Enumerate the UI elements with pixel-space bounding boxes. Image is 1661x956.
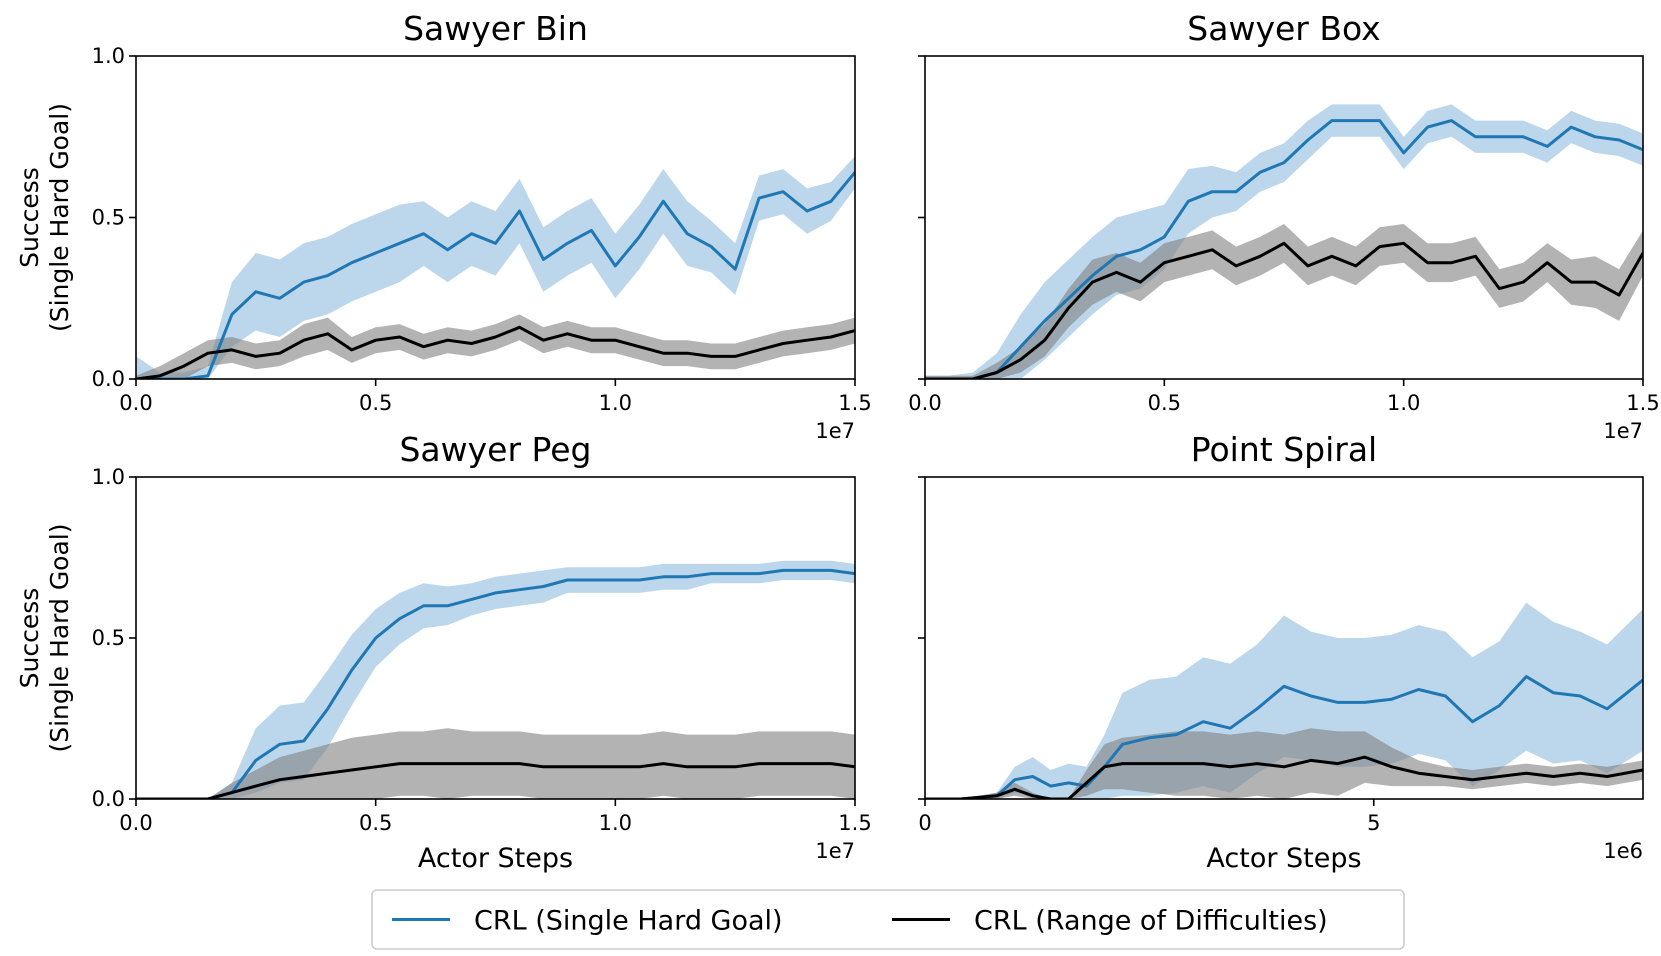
plot-area: [136, 156, 855, 379]
x-tick-label: 0: [918, 811, 931, 835]
x-tick-label: 1.0: [1387, 391, 1420, 415]
x-tick-label: 0.5: [359, 391, 392, 415]
band-range-of-difficulties: [925, 728, 1643, 799]
x-tick-label: 1.0: [599, 811, 632, 835]
band-single-hard-goal: [136, 156, 855, 379]
y-tick-label: 1.0: [92, 44, 125, 68]
x-tick-label: 0.5: [1148, 391, 1181, 415]
panel-2: 0.0 0.5 1.0 1.5 1e7 Sawyer Box: [908, 9, 1659, 443]
x-multiplier: 1e7: [1603, 419, 1643, 443]
series-range-of-difficulties: [136, 762, 855, 799]
plot-area: [925, 104, 1643, 379]
x-axis-label: Actor Steps: [1206, 843, 1361, 874]
chart-title: Sawyer Peg: [399, 430, 591, 469]
x-tick-label: 1.0: [599, 391, 632, 415]
band-range-of-difficulties: [136, 314, 855, 379]
x-tick-label: 1.5: [838, 391, 871, 415]
plot-area: [925, 602, 1643, 799]
series-single-hard-goal: [136, 568, 855, 799]
chart-title: Point Spiral: [1191, 430, 1377, 469]
plot-area: [136, 560, 855, 799]
x-tick-label: 0.0: [908, 391, 941, 415]
legend: CRL (Single Hard Goal) CRL (Range of Diff…: [371, 889, 1405, 950]
legend-label: CRL (Single Hard Goal): [474, 906, 783, 937]
x-tick-label: 0.0: [119, 391, 152, 415]
panel-1: 0.0 0.5 1.0 1.5 0.0 0.5 1.0 1e7 Sawyer Bin Succes…: [15, 9, 872, 443]
band-range-of-difficulties: [925, 224, 1643, 379]
y-tick-label: 0.5: [92, 206, 125, 230]
x-axis-label: Actor Steps: [418, 843, 573, 874]
x-multiplier: 1e7: [815, 839, 855, 863]
y-tick-label: 0.5: [92, 626, 125, 650]
legend-label: CRL (Range of Difficulties): [974, 906, 1328, 937]
y-tick-label: 0.0: [92, 367, 125, 391]
y-axis-label: Success(Single Hard Goal): [15, 103, 74, 332]
panel-3: 0.0 0.5 1.0 1.5 0.0 0.5 1.0 1e7 Sawyer Peg Actor …: [15, 430, 872, 874]
chart-title: Sawyer Bin: [403, 9, 588, 48]
y-tick-label: 1.0: [92, 465, 125, 489]
x-multiplier: 1e6: [1603, 839, 1643, 863]
x-tick-label: 1.5: [838, 811, 871, 835]
legend-item-single-hard-goal: CRL (Single Hard Goal): [392, 906, 783, 937]
legend-item-range-of-difficulties: CRL (Range of Difficulties): [892, 906, 1328, 937]
x-tick-label: 0.5: [359, 811, 392, 835]
band-single-hard-goal: [925, 104, 1643, 379]
y-tick-label: 0.0: [92, 787, 125, 811]
chart-title: Sawyer Box: [1187, 9, 1380, 48]
panel-4: 0 5 1e6 Point Spiral Actor Steps: [918, 430, 1644, 874]
x-multiplier: 1e7: [815, 419, 855, 443]
band-single-hard-goal: [136, 560, 855, 799]
x-tick-label: 0.0: [119, 811, 152, 835]
legend-box: [371, 889, 1405, 950]
x-tick-label: 1.5: [1626, 391, 1659, 415]
y-axis-label: Success(Single Hard Goal): [15, 523, 74, 752]
x-tick-label: 5: [1367, 811, 1380, 835]
series-range-of-difficulties: [136, 325, 855, 379]
